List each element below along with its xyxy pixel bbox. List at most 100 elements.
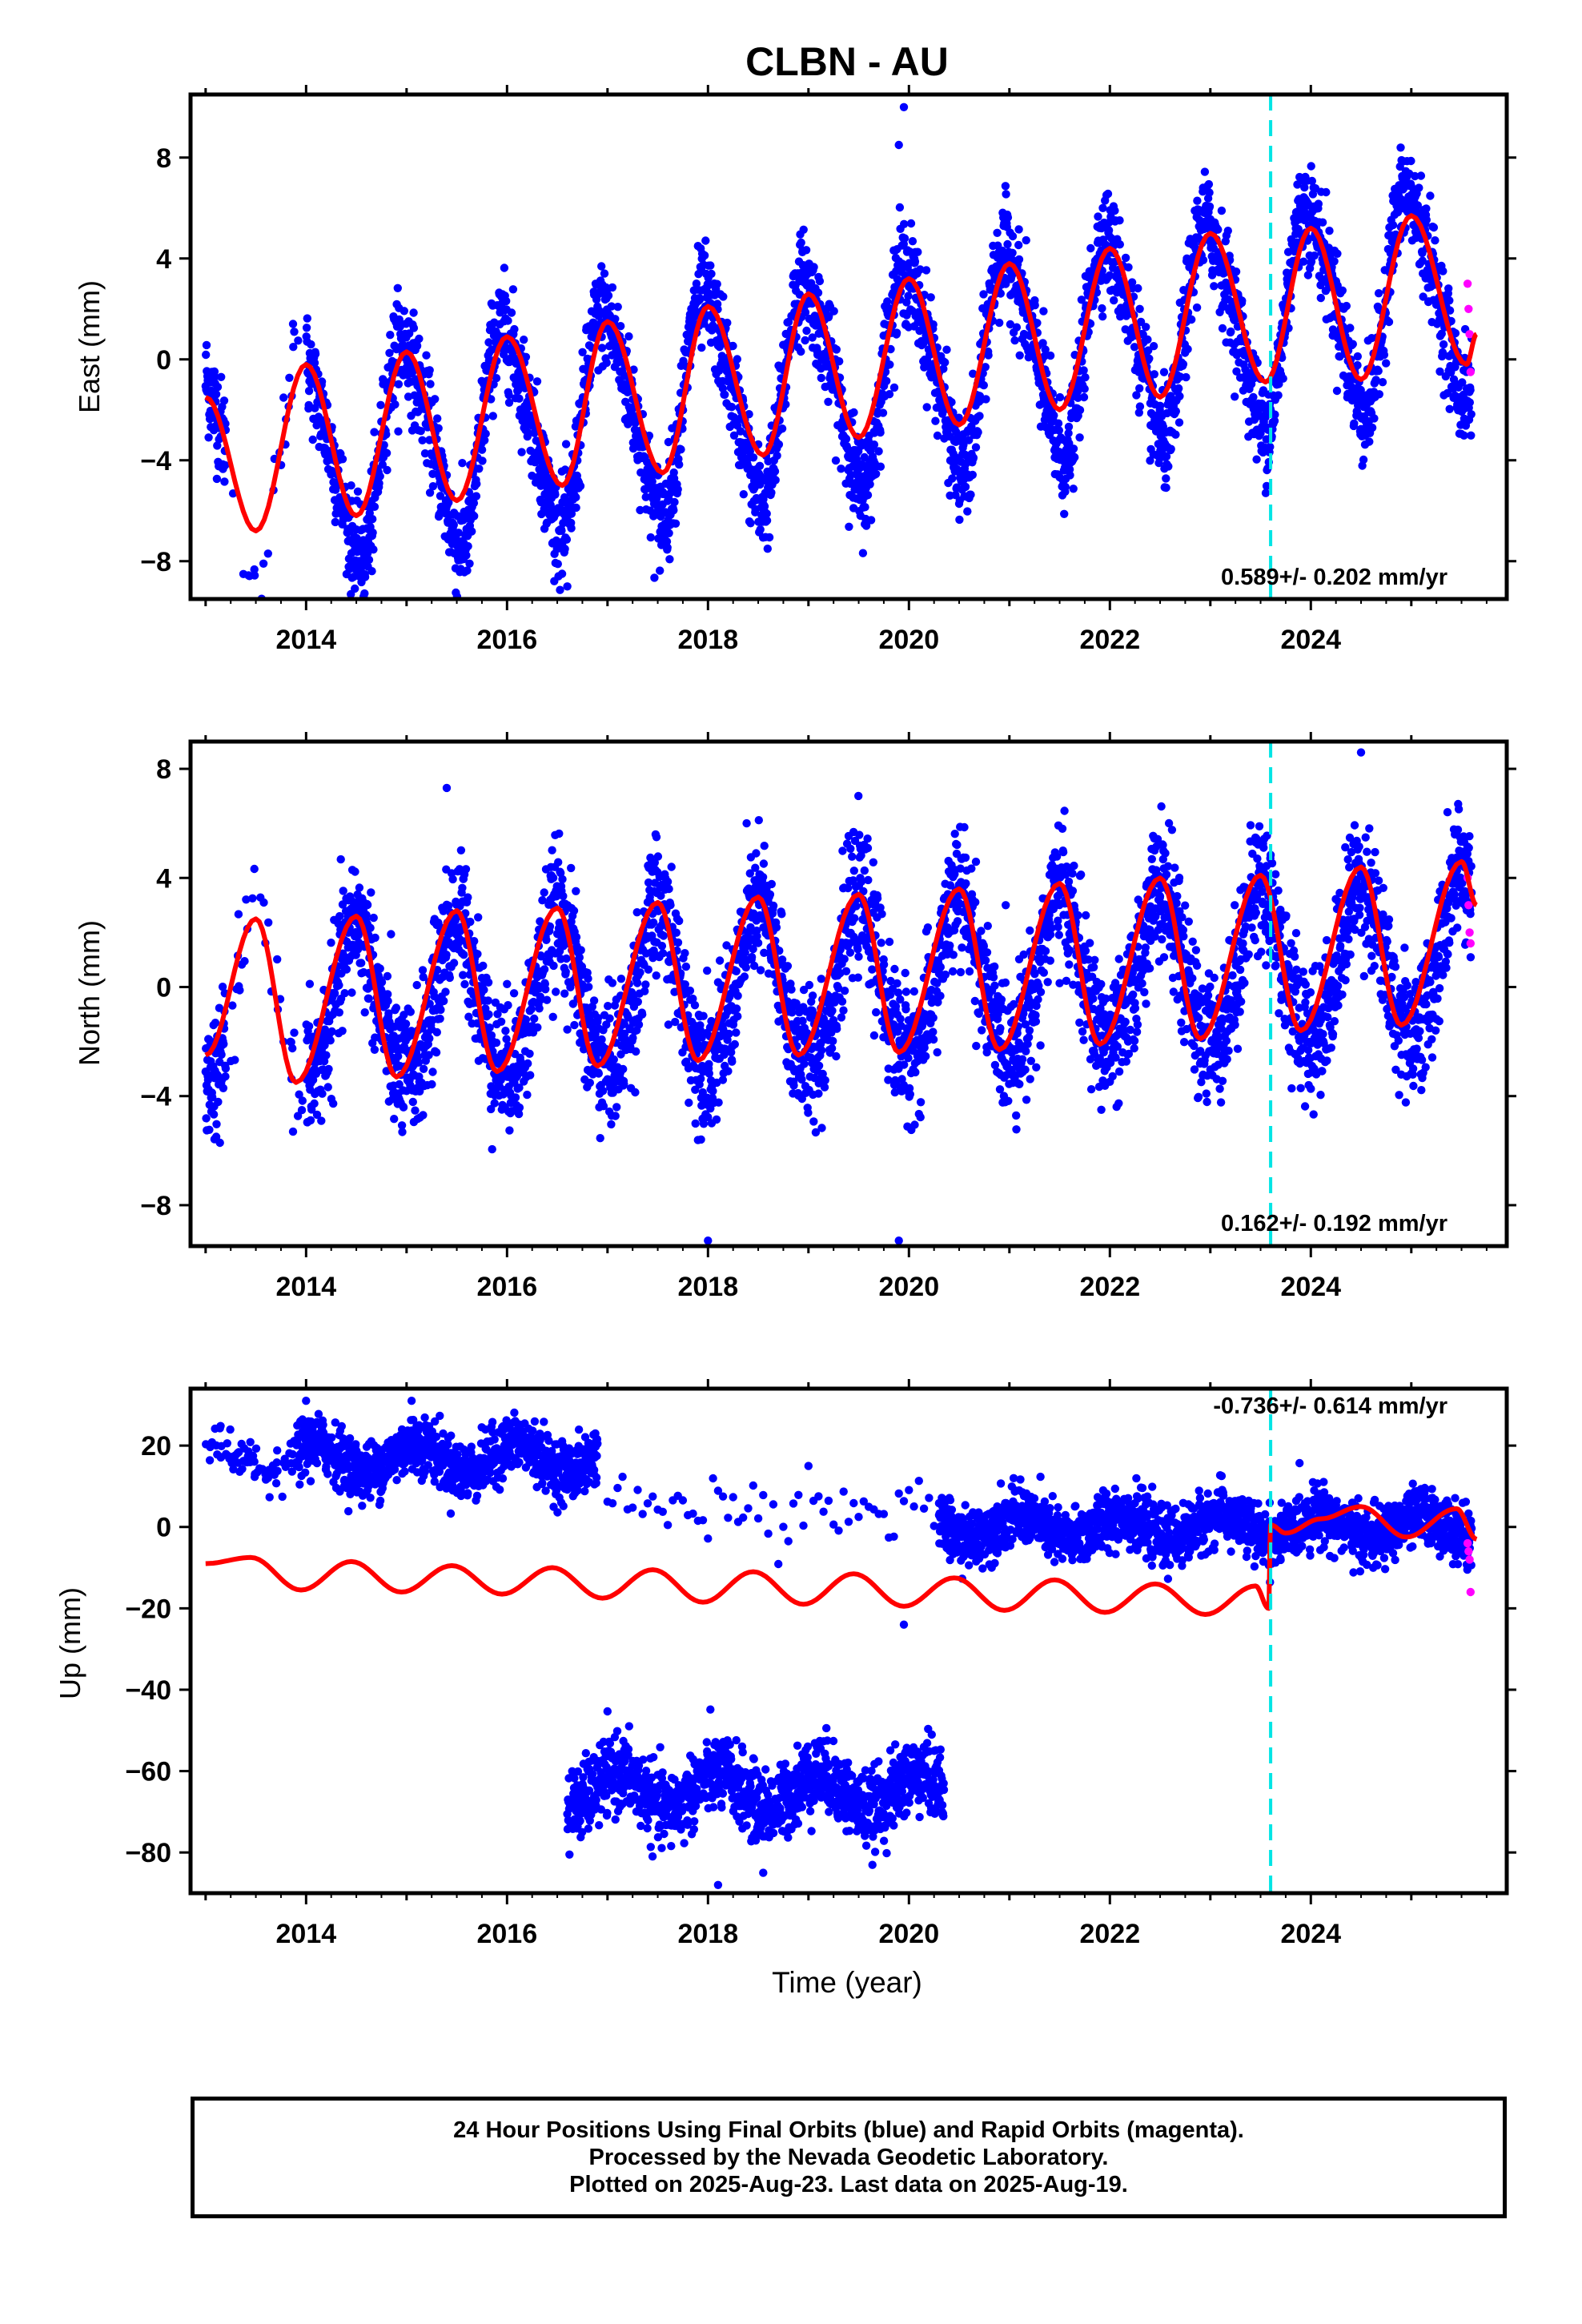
data-point bbox=[1064, 428, 1073, 438]
data-point bbox=[966, 490, 975, 499]
data-point bbox=[829, 307, 838, 316]
data-point bbox=[517, 448, 526, 456]
data-point bbox=[1143, 335, 1152, 344]
data-point bbox=[1149, 342, 1158, 351]
data-point bbox=[1460, 431, 1468, 440]
data-point bbox=[1050, 411, 1058, 420]
data-point bbox=[211, 1019, 220, 1027]
data-point bbox=[460, 951, 468, 959]
data-point bbox=[523, 1090, 532, 1100]
data-point bbox=[1458, 378, 1467, 387]
data-point bbox=[369, 913, 378, 923]
data-point bbox=[1467, 410, 1476, 419]
data-point bbox=[1274, 391, 1283, 400]
data-point bbox=[797, 347, 805, 356]
data-point bbox=[548, 846, 556, 854]
data-point bbox=[554, 858, 563, 866]
data-point bbox=[541, 985, 550, 994]
data-point bbox=[439, 907, 448, 915]
data-point bbox=[629, 365, 638, 374]
data-point bbox=[221, 460, 230, 470]
data-point bbox=[386, 331, 395, 340]
data-point bbox=[394, 1051, 403, 1061]
data-point bbox=[424, 1051, 433, 1059]
data-point bbox=[434, 424, 443, 432]
data-point bbox=[425, 999, 434, 1008]
data-point bbox=[353, 487, 363, 496]
rapid-orbit-point bbox=[1463, 279, 1472, 288]
data-point bbox=[656, 566, 665, 575]
data-point bbox=[1008, 231, 1018, 241]
data-point bbox=[408, 1097, 417, 1107]
data-point bbox=[378, 460, 387, 469]
data-point bbox=[1040, 352, 1049, 360]
data-point bbox=[409, 324, 419, 332]
data-point bbox=[329, 1099, 338, 1108]
data-point bbox=[939, 364, 948, 373]
data-point bbox=[1192, 303, 1202, 312]
data-point bbox=[504, 1001, 512, 1010]
data-point bbox=[1079, 366, 1088, 375]
data-point bbox=[355, 883, 364, 892]
data-point bbox=[1279, 374, 1287, 383]
data-point bbox=[1022, 235, 1030, 245]
data-point bbox=[205, 1125, 214, 1135]
data-point bbox=[1098, 312, 1107, 321]
data-point bbox=[969, 453, 978, 462]
y-tick-label: 4 bbox=[156, 244, 171, 275]
data-point bbox=[885, 360, 894, 369]
data-point bbox=[368, 515, 377, 524]
data-point bbox=[899, 103, 909, 111]
data-point bbox=[1445, 404, 1454, 413]
data-point bbox=[933, 431, 942, 440]
data-point bbox=[1146, 456, 1154, 465]
data-point bbox=[1081, 373, 1090, 382]
rapid-orbit-point bbox=[1465, 330, 1474, 339]
data-point bbox=[501, 1027, 510, 1035]
data-point bbox=[567, 509, 576, 518]
data-point bbox=[507, 308, 516, 317]
data-point bbox=[219, 1039, 228, 1049]
data-point bbox=[613, 358, 622, 368]
data-point bbox=[1227, 327, 1235, 336]
data-point bbox=[1014, 240, 1023, 250]
data-point bbox=[298, 1096, 307, 1105]
data-point bbox=[762, 516, 772, 525]
data-point bbox=[503, 979, 512, 989]
data-point bbox=[1466, 385, 1475, 395]
data-point bbox=[504, 391, 513, 400]
data-point bbox=[908, 237, 917, 246]
data-point bbox=[650, 573, 659, 582]
data-point bbox=[1175, 392, 1184, 400]
data-point bbox=[646, 533, 655, 542]
data-point bbox=[863, 491, 873, 500]
data-point bbox=[771, 476, 780, 485]
data-point bbox=[733, 355, 741, 364]
data-point bbox=[886, 344, 895, 354]
data-point bbox=[354, 607, 362, 615]
data-point bbox=[492, 374, 501, 383]
data-point bbox=[665, 555, 674, 564]
data-point bbox=[347, 481, 355, 490]
data-point bbox=[624, 332, 633, 341]
data-point bbox=[883, 297, 892, 306]
data-point bbox=[1124, 263, 1133, 271]
data-point bbox=[551, 490, 560, 499]
data-point bbox=[906, 219, 916, 228]
data-point bbox=[1300, 183, 1309, 192]
data-point bbox=[889, 383, 899, 392]
y-tick-label: 0 bbox=[156, 345, 171, 376]
data-point bbox=[809, 263, 818, 271]
data-point bbox=[336, 854, 345, 864]
data-point bbox=[968, 470, 978, 480]
data-point bbox=[530, 1014, 539, 1023]
data-point bbox=[845, 522, 853, 531]
data-point bbox=[1204, 179, 1214, 189]
data-point bbox=[763, 545, 772, 553]
data-point bbox=[1003, 239, 1012, 249]
data-point bbox=[331, 517, 339, 527]
data-point bbox=[220, 477, 229, 486]
data-point bbox=[504, 398, 514, 407]
data-point bbox=[1451, 328, 1460, 338]
data-point bbox=[1073, 387, 1082, 396]
